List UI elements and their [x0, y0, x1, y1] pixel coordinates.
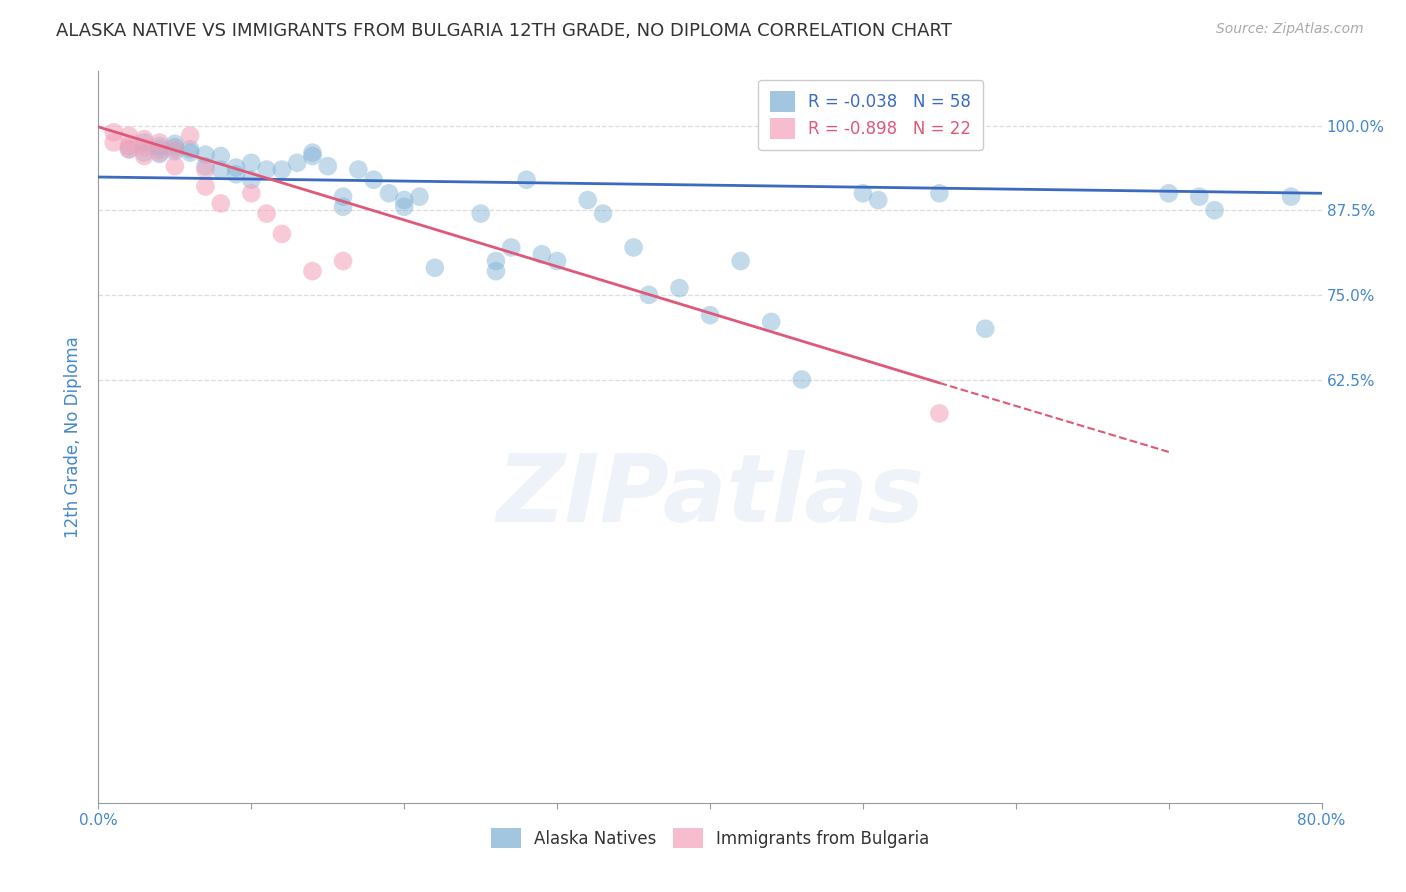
Point: [270, 227, 292, 241]
Point: [149, 136, 172, 150]
Point: [1188, 189, 1211, 203]
Point: [485, 264, 508, 278]
Point: [1204, 203, 1226, 218]
Point: [347, 162, 370, 177]
Point: [103, 136, 125, 150]
Point: [240, 172, 263, 186]
Point: [134, 136, 156, 150]
Point: [301, 145, 323, 160]
Point: [149, 145, 172, 160]
Point: [163, 140, 186, 154]
Point: [209, 149, 232, 163]
Point: [179, 142, 201, 156]
Point: [530, 247, 553, 261]
Point: [194, 162, 217, 177]
Text: Source: ZipAtlas.com: Source: ZipAtlas.com: [1216, 22, 1364, 37]
Point: [209, 196, 232, 211]
Point: [423, 260, 446, 275]
Point: [392, 193, 416, 207]
Point: [592, 206, 614, 220]
Point: [118, 139, 141, 153]
Point: [759, 315, 782, 329]
Point: [209, 162, 232, 177]
Point: [668, 281, 690, 295]
Point: [332, 200, 354, 214]
Point: [163, 136, 186, 151]
Point: [179, 145, 201, 160]
Point: [1279, 189, 1302, 203]
Point: [378, 186, 401, 201]
Point: [576, 193, 599, 207]
Text: ZIPatlas: ZIPatlas: [496, 450, 924, 541]
Point: [485, 254, 508, 268]
Text: ALASKA NATIVE VS IMMIGRANTS FROM BULGARIA 12TH GRADE, NO DIPLOMA CORRELATION CHA: ALASKA NATIVE VS IMMIGRANTS FROM BULGARI…: [56, 22, 952, 40]
Point: [316, 159, 339, 173]
Point: [149, 147, 172, 161]
Point: [194, 159, 217, 173]
Point: [194, 179, 217, 194]
Point: [852, 186, 875, 201]
Point: [332, 254, 354, 268]
Point: [163, 142, 186, 156]
Point: [730, 254, 752, 268]
Point: [163, 159, 186, 173]
Point: [637, 288, 661, 302]
Point: [134, 145, 156, 160]
Point: [194, 147, 217, 161]
Point: [1157, 186, 1180, 201]
Point: [240, 156, 263, 170]
Point: [285, 156, 308, 170]
Point: [256, 206, 278, 220]
Point: [240, 186, 263, 201]
Point: [516, 172, 538, 186]
Point: [301, 264, 323, 278]
Point: [118, 142, 141, 156]
Point: [270, 162, 292, 177]
Point: [301, 149, 323, 163]
Point: [179, 128, 201, 143]
Point: [149, 142, 172, 156]
Point: [256, 162, 278, 177]
Point: [501, 240, 523, 254]
Point: [699, 308, 721, 322]
Point: [408, 189, 430, 203]
Point: [868, 193, 890, 207]
Point: [134, 149, 156, 163]
Point: [163, 145, 186, 159]
Point: [118, 142, 141, 156]
Point: [546, 254, 568, 268]
Point: [103, 125, 125, 139]
Point: [623, 240, 645, 254]
Point: [363, 172, 385, 186]
Legend: Alaska Natives, Immigrants from Bulgaria: Alaska Natives, Immigrants from Bulgaria: [482, 820, 938, 856]
Point: [928, 186, 950, 201]
Point: [225, 161, 247, 175]
Point: [149, 139, 172, 153]
Point: [332, 189, 354, 203]
Point: [470, 206, 492, 220]
Point: [134, 140, 156, 154]
Point: [392, 200, 416, 214]
Point: [134, 132, 156, 146]
Point: [118, 128, 141, 143]
Point: [928, 406, 950, 420]
Point: [790, 372, 813, 386]
Point: [225, 167, 247, 181]
Point: [974, 322, 997, 336]
Y-axis label: 12th Grade, No Diploma: 12th Grade, No Diploma: [65, 336, 83, 538]
